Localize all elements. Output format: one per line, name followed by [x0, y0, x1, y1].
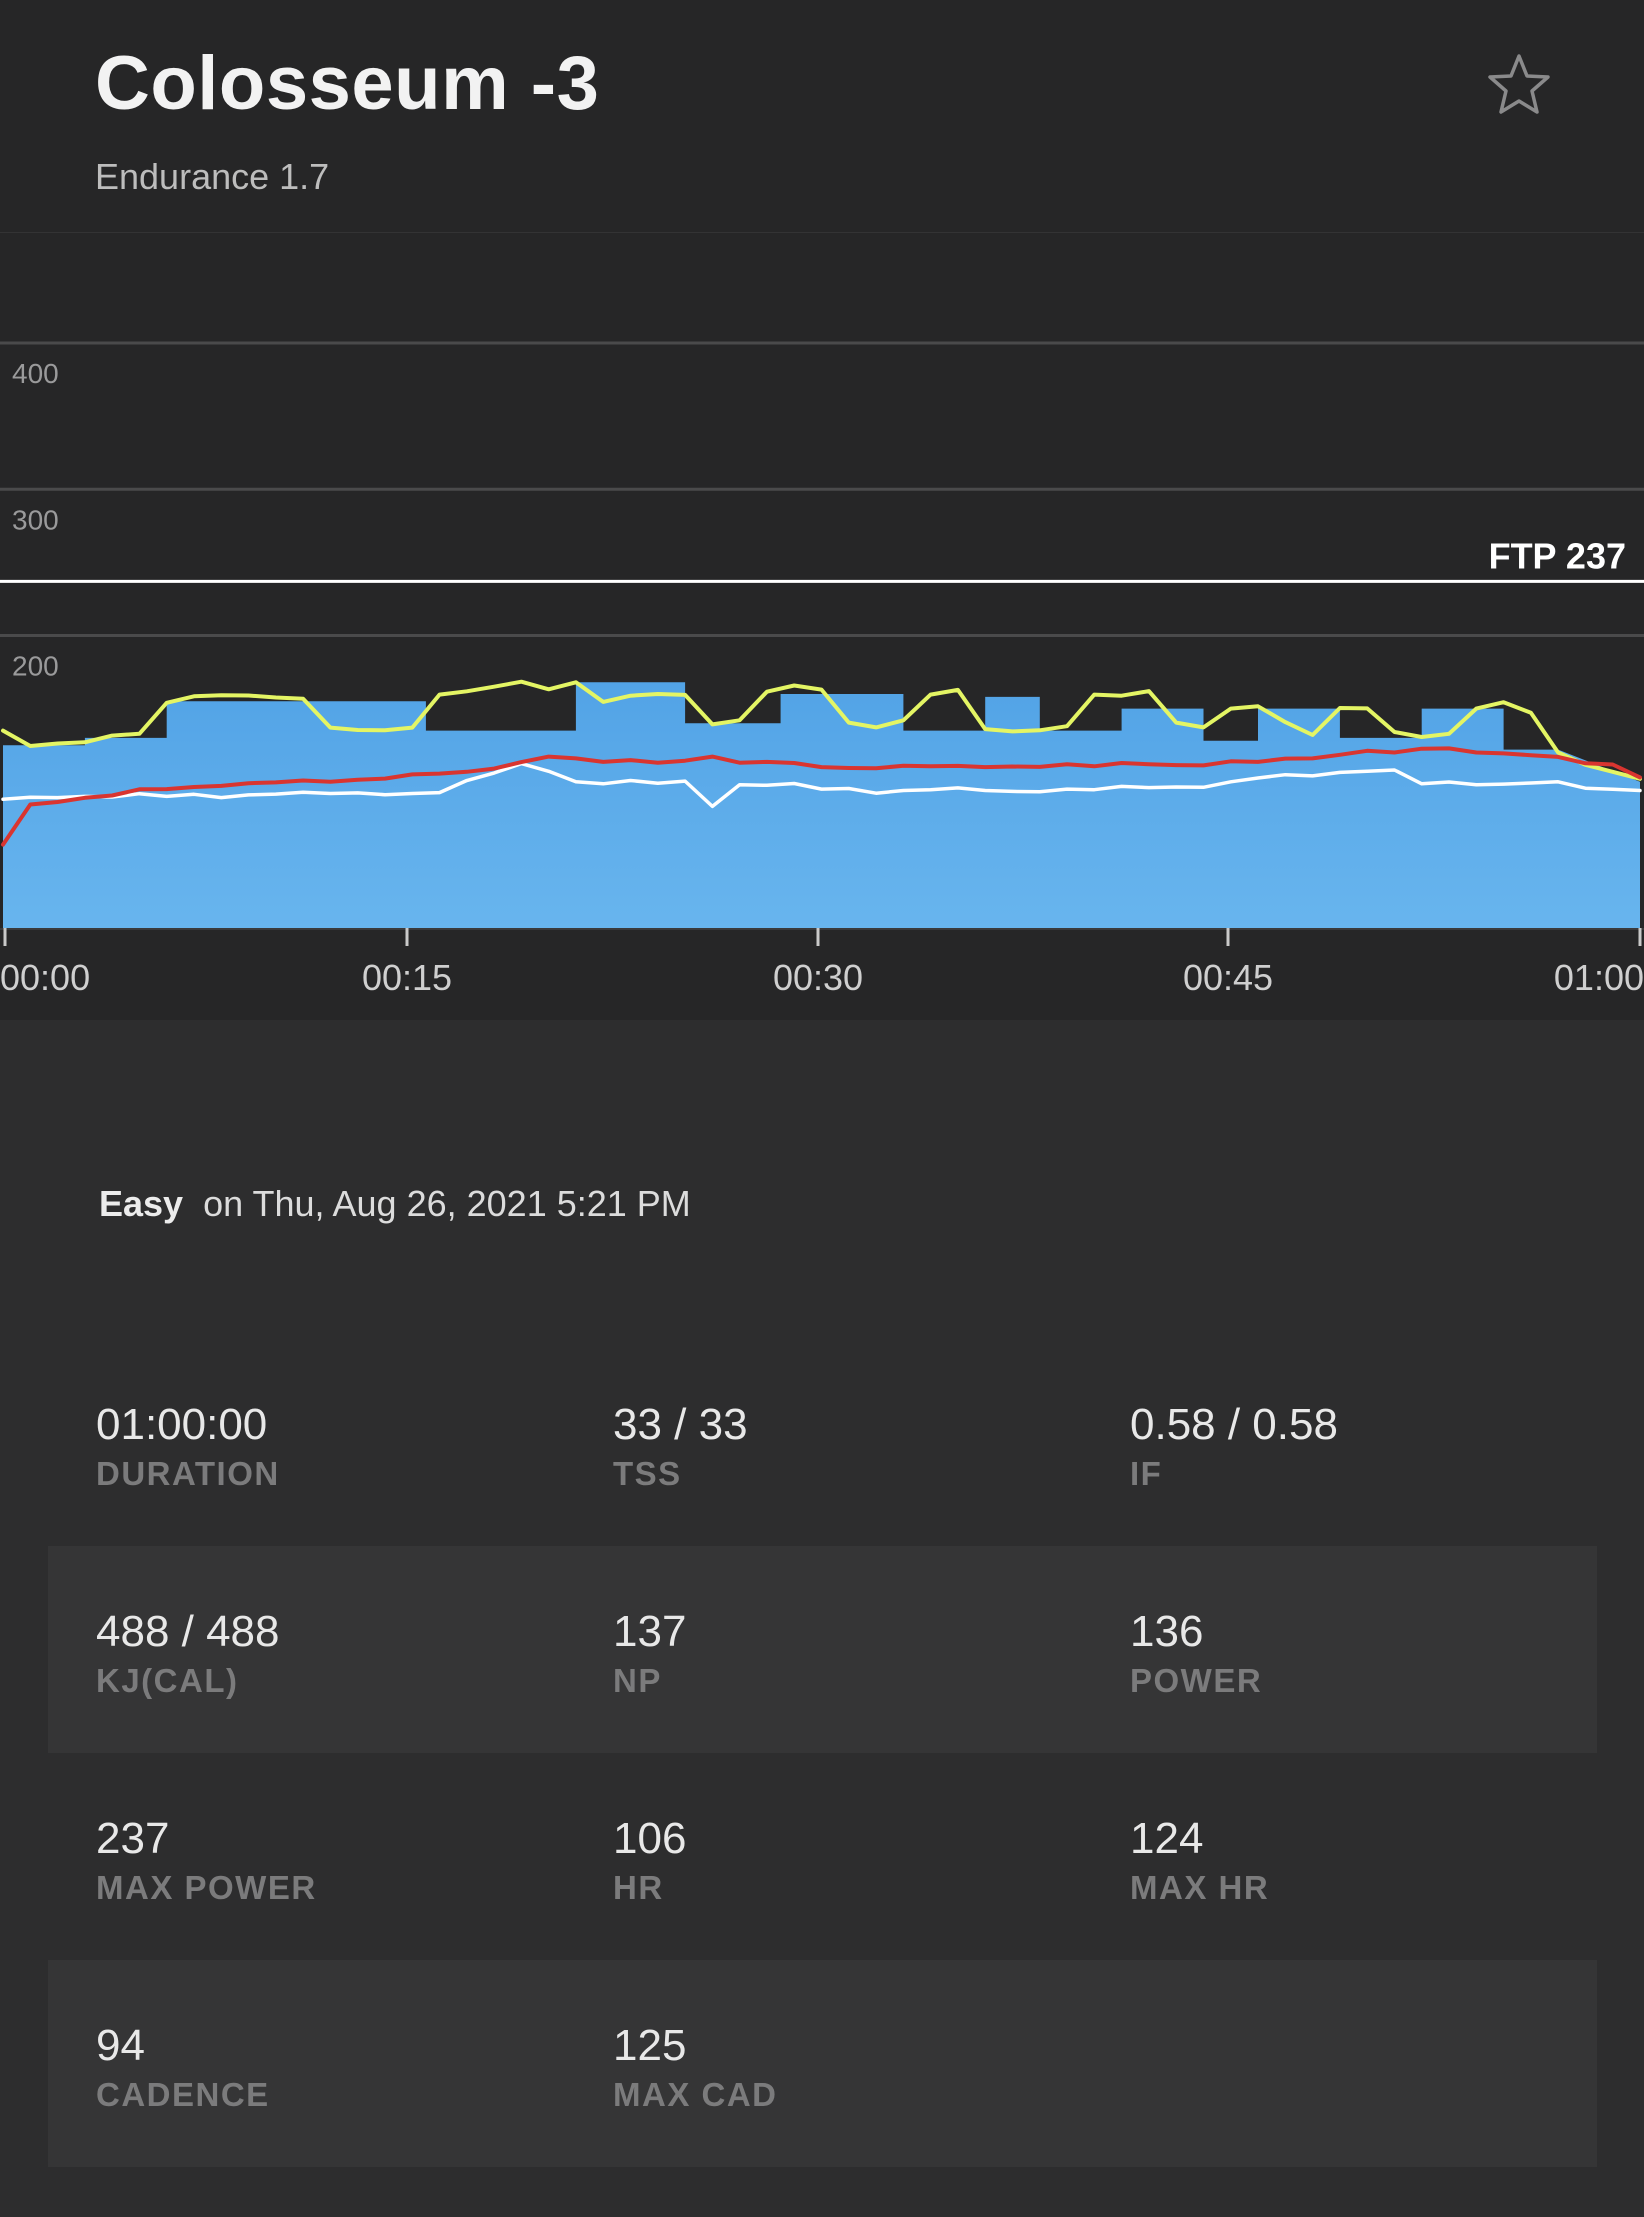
stat-value: 488 / 488 [96, 1607, 280, 1656]
stat-label: TSS [613, 1455, 682, 1492]
stat-max-hr: 124 MAX HR [1130, 1813, 1269, 1909]
x-tick-label: 00:00 [0, 957, 90, 998]
workout-chart: 400 300 200 FTP 237 00:00 00:15 00:30 00:45 01:0… [0, 233, 1644, 1020]
stat-label: CADENCE [96, 2076, 270, 2113]
workout-summary: Easy on Thu, Aug 26, 2021 5:21 PM [99, 1183, 691, 1225]
workout-title: Colosseum -3 [95, 41, 600, 126]
stat-power: 136 POWER [1130, 1606, 1262, 1702]
stat-duration: 01:00:00 DURATION [96, 1399, 280, 1495]
stat-label: MAX CAD [613, 2076, 778, 2113]
stat-value: 137 [613, 1607, 687, 1656]
cadence-line [1, 761, 1642, 809]
stat-value: 237 [96, 1814, 170, 1863]
x-tick-label: 00:45 [1183, 957, 1273, 998]
stat-max-cad: 125 MAX CAD [613, 2020, 778, 2116]
stat-label: MAX HR [1130, 1869, 1270, 1906]
stat-kj: 488 / 488 KJ(CAL) [96, 1606, 280, 1702]
y-tick-label: 400 [12, 358, 59, 389]
stat-value: 136 [1130, 1607, 1204, 1656]
star-icon[interactable] [1486, 52, 1552, 118]
stat-label: MAX POWER [96, 1869, 317, 1906]
stats-row: 237 MAX POWER 106 HR 124 MAX HR [48, 1753, 1597, 1960]
stat-label: NP [613, 1662, 662, 1699]
stat-label: KJ(CAL) [96, 1662, 239, 1699]
workout-header: Colosseum -3 Endurance 1.7 [0, 0, 1644, 233]
stat-cadence: 94 CADENCE [96, 2020, 270, 2116]
power-line [1, 679, 1642, 781]
stats-row: 94 CADENCE 125 MAX CAD [48, 1960, 1597, 2167]
difficulty-rating: Easy [99, 1183, 184, 1224]
stat-value: 125 [613, 2021, 687, 2070]
workout-date: on Thu, Aug 26, 2021 5:21 PM [203, 1183, 691, 1224]
stat-if: 0.58 / 0.58 IF [1130, 1399, 1338, 1495]
target-power-area [3, 682, 1640, 928]
x-tick-label: 01:00 [1554, 957, 1644, 998]
ftp-label: FTP 237 [1489, 535, 1626, 576]
y-tick-label: 300 [12, 504, 59, 535]
stats-row: 01:00:00 DURATION 33 / 33 TSS 0.58 / 0.5… [48, 1339, 1597, 1546]
stat-value: 124 [1130, 1814, 1204, 1863]
stat-label: DURATION [96, 1455, 280, 1492]
stat-label: IF [1130, 1455, 1163, 1492]
workout-chart-svg: 400 300 200 FTP 237 00:00 00:15 00:30 00:45 01:0… [0, 341, 1644, 998]
x-tick-label: 00:30 [773, 957, 863, 998]
stat-np: 137 NP [613, 1606, 686, 1702]
stat-value: 33 / 33 [613, 1400, 748, 1449]
stat-label: POWER [1130, 1662, 1263, 1699]
heart-rate-line [1, 746, 1642, 847]
x-tick-label: 00:15 [362, 957, 452, 998]
stat-value: 94 [96, 2021, 145, 2070]
stat-value: 0.58 / 0.58 [1130, 1400, 1338, 1449]
stat-value: 106 [613, 1814, 687, 1863]
stat-value: 01:00:00 [96, 1400, 268, 1449]
stat-tss: 33 / 33 TSS [613, 1399, 748, 1495]
y-tick-label: 200 [12, 651, 59, 682]
stat-max-power: 237 MAX POWER [96, 1813, 317, 1909]
stats-row: 488 / 488 KJ(CAL) 137 NP 136 POWER [48, 1546, 1597, 1753]
stat-hr: 106 HR [613, 1813, 686, 1909]
stats-table: 01:00:00 DURATION 33 / 33 TSS 0.58 / 0.5… [48, 1339, 1597, 2167]
stat-label: HR [613, 1869, 664, 1906]
workout-subtitle: Endurance 1.7 [95, 156, 330, 197]
